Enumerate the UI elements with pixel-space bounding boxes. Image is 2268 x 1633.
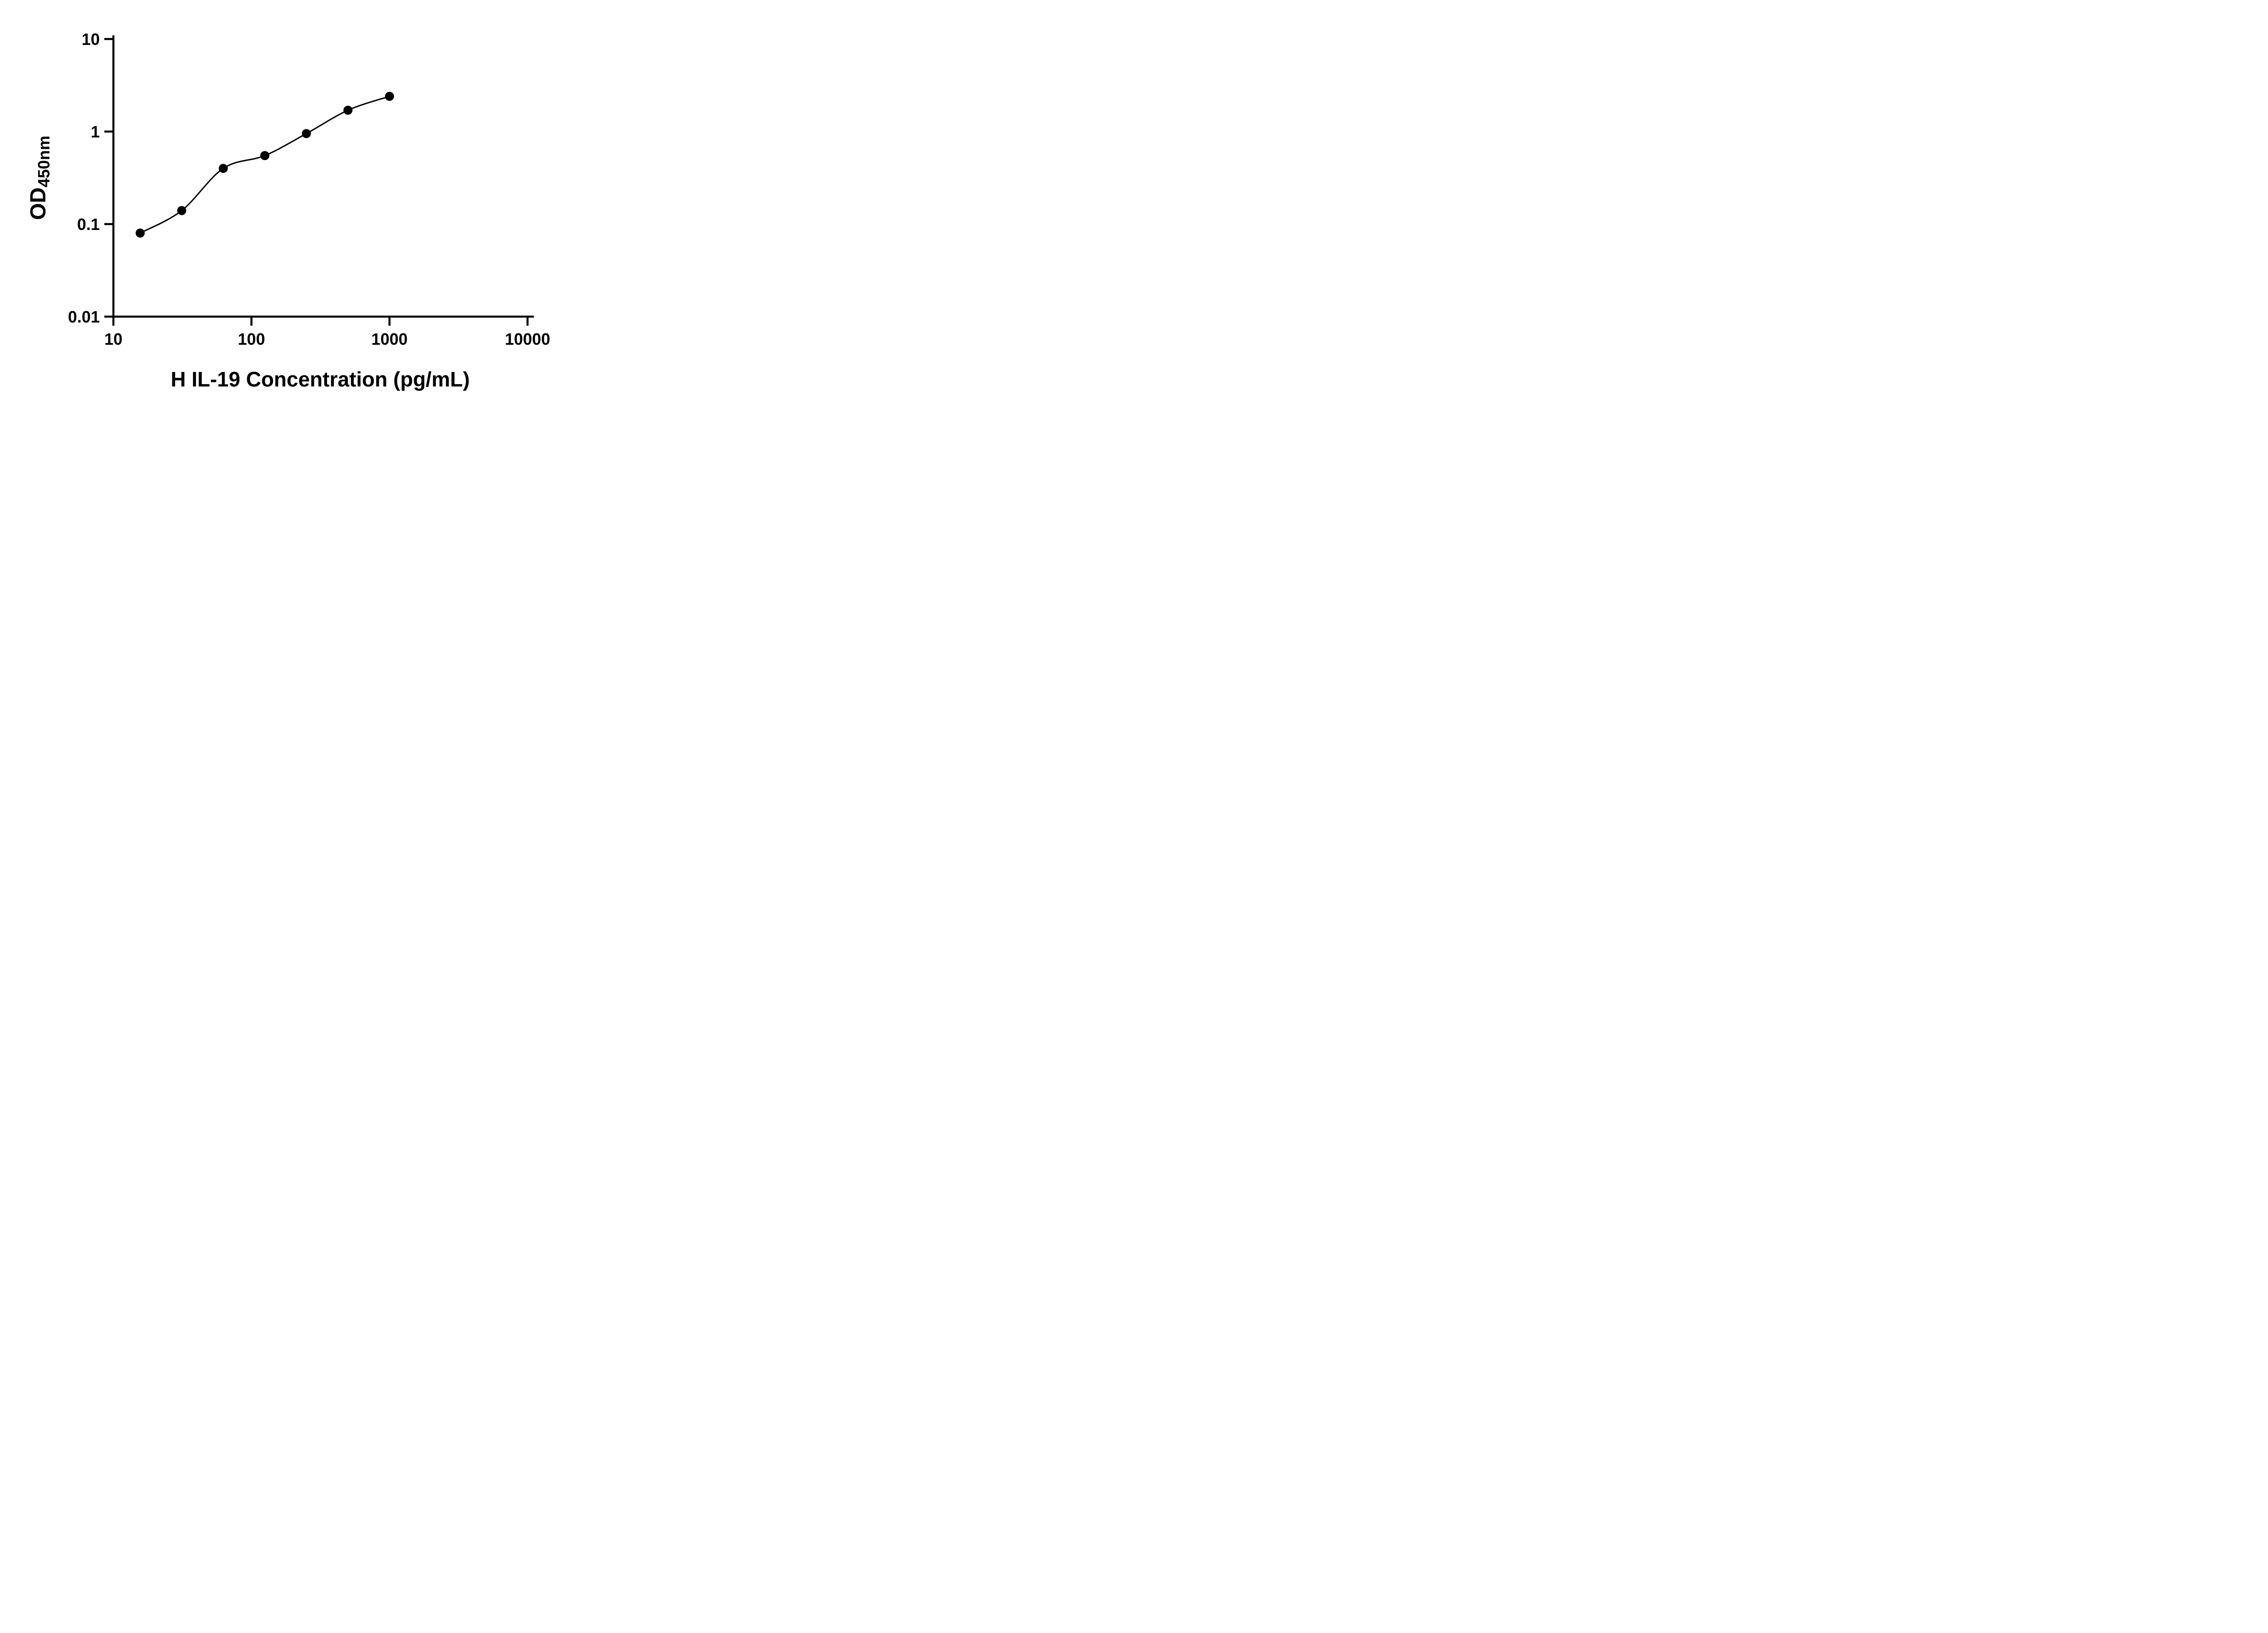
chart-generated-layer: 0.01 0.1 1 10 10 100 1000 10000	[68, 30, 550, 348]
y-axis-title: OD450nm	[26, 136, 53, 220]
data-point	[136, 228, 145, 238]
data-point	[302, 129, 311, 138]
y-axis-title-main: OD	[26, 187, 50, 220]
x-axis-tick-label: 100	[238, 330, 265, 348]
svg-text:OD450nm: OD450nm	[26, 136, 53, 220]
x-axis-tick-label: 10	[104, 330, 122, 348]
data-point	[177, 206, 186, 215]
x-axis-title: H IL-19 Concentration (pg/mL)	[171, 367, 469, 391]
fit-curve	[140, 95, 390, 234]
data-point	[260, 151, 269, 160]
data-point	[385, 92, 394, 101]
x-axis-tick-label: 1000	[371, 330, 408, 348]
x-axis-tick-label: 10000	[505, 330, 550, 348]
elisa-standard-curve-chart: 0.01 0.1 1 10 10 100 1000 10000 H IL-19 Concent…	[26, 30, 550, 391]
y-axis-tick-label: 0.01	[68, 308, 100, 326]
data-point	[219, 164, 228, 173]
y-axis-tick-label: 1	[91, 122, 100, 141]
y-axis-title-subscript: 450nm	[34, 136, 53, 187]
y-axis-tick-label: 10	[82, 30, 100, 49]
figure-page: 0.01 0.1 1 10 10 100 1000 10000 H IL-19 Concent…	[0, 0, 583, 408]
y-axis-tick-label: 0.1	[77, 215, 100, 234]
data-point	[343, 106, 353, 115]
